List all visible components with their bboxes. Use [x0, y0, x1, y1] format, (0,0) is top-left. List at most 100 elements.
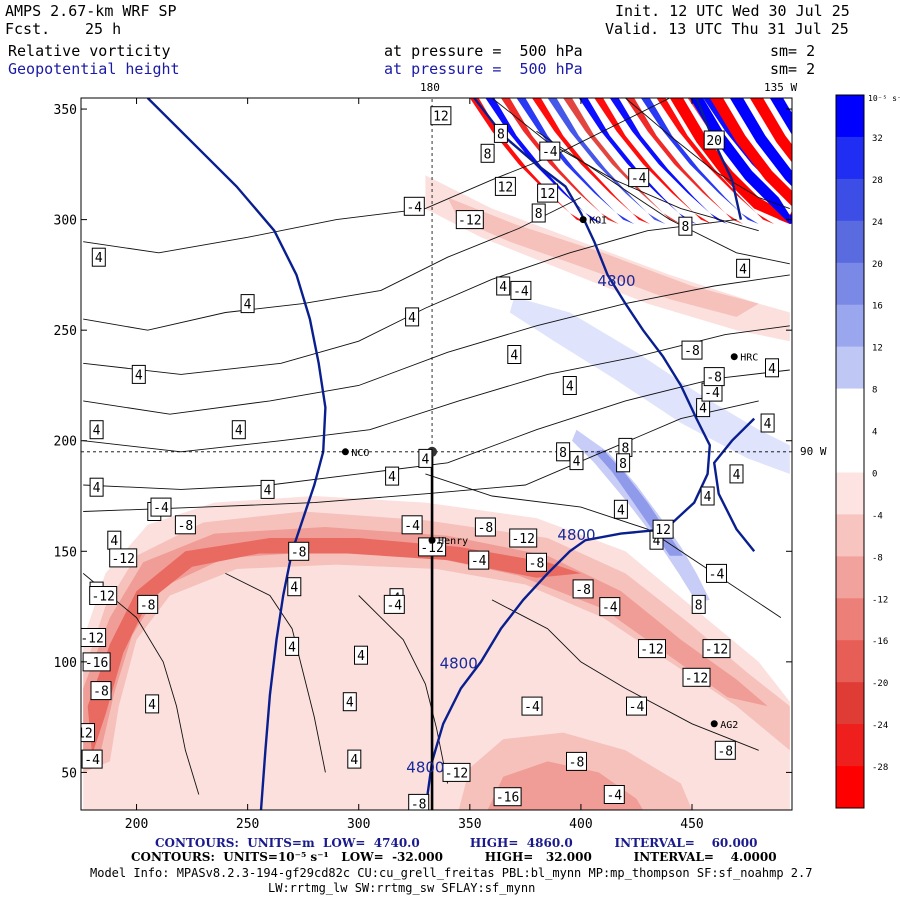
height-label-layer: 4800 4800 4800 4800 — [406, 272, 635, 776]
colorbar-cell — [836, 724, 864, 767]
vorticity-label: -16 — [85, 656, 108, 671]
vorticity-label-box — [131, 364, 146, 384]
colorbar-level-label: 32 — [872, 134, 883, 144]
vorticity-label: 8 — [535, 207, 543, 222]
vorticity-label: -4 — [404, 519, 420, 534]
vorticity-label: 8 — [559, 446, 567, 461]
vorticity-label: 4 — [510, 349, 518, 364]
vorticity-label: -12 — [69, 727, 92, 742]
height-contour-label: 4800 — [440, 655, 478, 673]
vorticity-band-9 — [447, 197, 759, 317]
colorbar-level-label: -12 — [872, 595, 888, 605]
colorbar-level-label: 8 — [872, 386, 877, 396]
intense-vorticity-stripe — [609, 98, 728, 224]
vorticity-label: -16 — [496, 791, 519, 806]
vorticity-label: -4 — [704, 386, 720, 401]
height-contour-line — [695, 98, 743, 220]
vorticity-label: 8 — [681, 220, 689, 235]
vorticity-label: -4 — [84, 753, 100, 768]
vorticity-label-box — [150, 497, 172, 517]
vorticity-label-box — [260, 479, 275, 499]
vorticity-label-box — [493, 123, 508, 143]
vorticity-fill-layer — [83, 98, 792, 810]
field2-name: Geopotential height — [8, 60, 180, 78]
vorticity-label-box — [507, 345, 522, 364]
colorbar-level-label: 0 — [872, 470, 877, 480]
colorbar-level-label: -20 — [872, 679, 888, 689]
vorticity-label: -8 — [569, 755, 585, 770]
intense-vorticity-stripe — [625, 98, 744, 224]
vorticity-label-box — [539, 141, 561, 161]
y-tick-label: 50 — [61, 766, 77, 781]
colorbar-cell — [836, 178, 864, 222]
colorbar-cell — [836, 304, 864, 348]
x-tick-label: 250 — [236, 817, 259, 832]
intense-vorticity-stripe — [769, 98, 792, 224]
vorticity-label-box — [109, 548, 138, 568]
vorticity-contour-line — [83, 219, 737, 375]
colorbar-cell — [836, 514, 864, 557]
field2-smooth: sm= 2 — [770, 60, 816, 78]
colorbar-cell — [836, 388, 864, 431]
intense-vorticity-stripe — [485, 98, 604, 224]
vorticity-contour-line — [491, 98, 759, 232]
vorticity-label-box — [702, 639, 731, 659]
vorticity-contour-line — [625, 98, 790, 210]
vorticity-label-box — [526, 552, 547, 572]
vorticity-label-box — [556, 442, 571, 462]
station-label: Henry — [438, 536, 468, 547]
vorticity-label-box — [736, 258, 751, 278]
intense-vorticity-stripe — [689, 98, 790, 224]
colorbar-cell — [836, 136, 864, 180]
vorticity-label-box — [496, 276, 511, 296]
field1-name: Relative vorticity — [8, 42, 171, 60]
vorticity-label-box — [287, 577, 302, 597]
vorticity-label-box — [714, 740, 736, 760]
vorticity-label: 4 — [739, 262, 747, 277]
vorticity-label: -12 — [705, 643, 728, 658]
vorticity-label-box — [599, 597, 621, 617]
colorbar-cell — [836, 430, 864, 473]
vorticity-contour-line — [83, 197, 582, 331]
colorbar-cell — [836, 556, 864, 599]
vorticity-label: -4 — [524, 700, 540, 715]
vorticity-label-box — [510, 280, 532, 300]
field1-level: at pressure = 500 hPa — [384, 42, 583, 60]
lon-label-180: 180 — [420, 81, 440, 94]
vorticity-contour-layer — [82, 98, 790, 795]
vorticity-label: 4 — [357, 649, 365, 664]
vorticity-contour-line — [83, 98, 671, 254]
vorticity-label-box — [521, 696, 543, 716]
vorticity-label: -12 — [445, 766, 468, 781]
footer-vort-contours: CONTOURS: UNITS=10⁻⁵ s⁻¹ LOW= -32.000 HI… — [131, 850, 777, 864]
y-tick-label: 200 — [54, 435, 77, 450]
x-tick-label: 200 — [125, 817, 148, 832]
field1-smooth: sm= 2 — [770, 42, 816, 60]
vorticity-label: -12 — [420, 541, 443, 556]
colorbar-level-label: -4 — [872, 511, 883, 521]
vorticity-label: 4 — [148, 698, 156, 713]
vorticity-label: -4 — [153, 501, 169, 516]
colorbar-frame — [835, 94, 865, 809]
vorticity-label: 4 — [244, 298, 252, 313]
lon-label-135w: 135 W — [764, 81, 798, 94]
station-marker — [579, 216, 587, 224]
vorticity-label-box — [537, 183, 559, 203]
station-label: KOI — [589, 216, 607, 227]
vorticity-label-box — [403, 196, 425, 216]
vorticity-label: 4 — [573, 455, 581, 470]
vorticity-label-box — [405, 307, 420, 327]
x-tick-label: 300 — [347, 817, 370, 832]
vorticity-label: 12 — [433, 110, 449, 125]
colorbar-level-label: -28 — [872, 763, 888, 773]
intense-vorticity-stripe — [578, 98, 697, 224]
vorticity-label: 4 — [290, 581, 298, 596]
vorticity-label: -12 — [80, 632, 103, 647]
vorticity-label: -12 — [685, 671, 708, 686]
vorticity-label: 4 — [388, 470, 396, 485]
vorticity-label: 4 — [733, 468, 741, 483]
vorticity-band-3 — [83, 527, 768, 760]
vorticity-label-box — [678, 216, 693, 236]
colorbar-level-label: 16 — [872, 302, 883, 312]
